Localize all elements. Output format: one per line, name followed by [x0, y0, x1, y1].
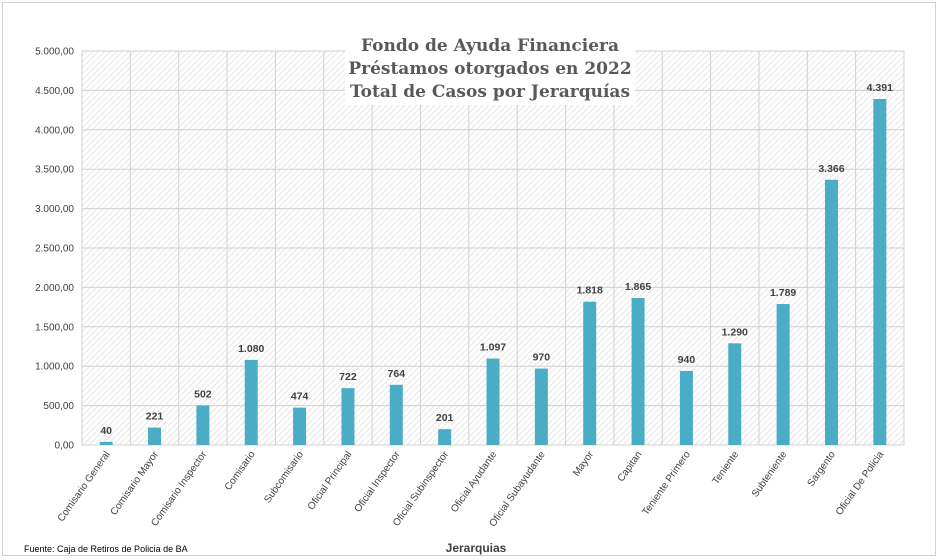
data-label: 40 — [100, 425, 112, 437]
bar — [438, 429, 452, 445]
y-tick-label: 4.000,00 — [35, 125, 74, 136]
y-tick-label: 1.000,00 — [35, 362, 74, 373]
x-tick-label: Teniente — [711, 449, 742, 487]
data-label: 722 — [339, 371, 357, 383]
data-label: 3.366 — [818, 163, 844, 175]
bar — [196, 405, 210, 445]
bar — [679, 370, 693, 445]
data-label: 1.818 — [577, 285, 603, 297]
bar — [583, 301, 597, 445]
bars — [99, 98, 887, 445]
bar — [873, 98, 887, 445]
y-tick-label: 3.000,00 — [35, 204, 74, 215]
x-tick-label: Oficial Subinspector — [391, 449, 451, 529]
bar — [534, 368, 548, 445]
x-tick-label: Subteniente — [750, 449, 790, 499]
x-tick-label: Sargento — [806, 449, 839, 489]
data-label: 764 — [388, 368, 406, 380]
x-tick-label: Mayor — [571, 449, 596, 479]
data-label: 1.865 — [625, 281, 651, 293]
data-label: 4.391 — [867, 82, 893, 94]
data-label: 1.789 — [770, 287, 796, 299]
y-tick-label: 4.500,00 — [35, 86, 74, 97]
data-label: 1.097 — [480, 342, 506, 354]
bar — [486, 358, 500, 445]
data-label: 201 — [436, 412, 454, 424]
y-tick-label: 5.000,00 — [35, 47, 74, 58]
bar — [148, 427, 162, 445]
y-tick-label: 2.000,00 — [35, 283, 74, 294]
bar — [728, 343, 742, 445]
data-label: 221 — [146, 411, 164, 423]
x-axis-label: Jerarquias — [446, 541, 507, 555]
data-label: 970 — [533, 352, 551, 364]
x-tick-label: Oficial Subayudante — [487, 449, 548, 529]
bar — [389, 384, 403, 445]
bar — [293, 407, 307, 445]
y-axis-ticks: 0,00 500,00 1.000,00 1.500,00 2.000,00 2.500,… — [35, 47, 74, 452]
data-label: 474 — [291, 391, 309, 403]
bar — [244, 359, 258, 445]
y-tick-label: 1.500,00 — [35, 322, 74, 333]
bar — [631, 298, 645, 445]
bar — [341, 388, 355, 445]
x-tick-label: Comisario Mayor — [109, 449, 162, 518]
x-tick-label: Teniente Primero — [640, 449, 693, 518]
chart-title-line-1: Fondo de Ayuda Financiera — [361, 36, 619, 56]
chart-title-line-3: Total de Casos por Jerarquías — [350, 82, 630, 102]
x-tick-label: Oficial Principal — [306, 449, 355, 512]
y-tick-label: 500,00 — [43, 401, 74, 412]
bar — [824, 179, 838, 445]
x-tick-label: Comisario — [223, 449, 258, 493]
x-tick-label: Comisario Inspector — [149, 449, 209, 529]
data-label: 1.080 — [238, 343, 264, 355]
data-labels: 40 221 502 1.080 474 722 764 201 1.097 970 1.818 1.… — [100, 82, 893, 437]
chart-title-line-2: Préstamos otorgados en 2022 — [348, 59, 631, 79]
source-note: Fuente: Caja de Retiros de Policia de BA — [24, 544, 188, 554]
y-tick-label: 0,00 — [55, 441, 75, 452]
x-tick-label: Oficial Inspector — [353, 449, 404, 515]
y-tick-label: 3.500,00 — [35, 165, 74, 176]
bar — [776, 304, 790, 445]
bar — [99, 441, 113, 445]
x-tick-label: Oficial De Policia — [834, 449, 887, 518]
data-label: 502 — [194, 388, 212, 400]
title-background — [345, 33, 635, 105]
x-tick-label: Capitan — [616, 449, 645, 484]
y-tick-label: 2.500,00 — [35, 244, 74, 255]
x-tick-label: Comisario General — [56, 449, 113, 524]
data-label: 940 — [678, 354, 696, 366]
x-tick-label: Oficial Ayudante — [449, 449, 500, 515]
x-tick-label: Subcomisario — [262, 449, 306, 505]
data-label: 1.290 — [722, 326, 748, 338]
